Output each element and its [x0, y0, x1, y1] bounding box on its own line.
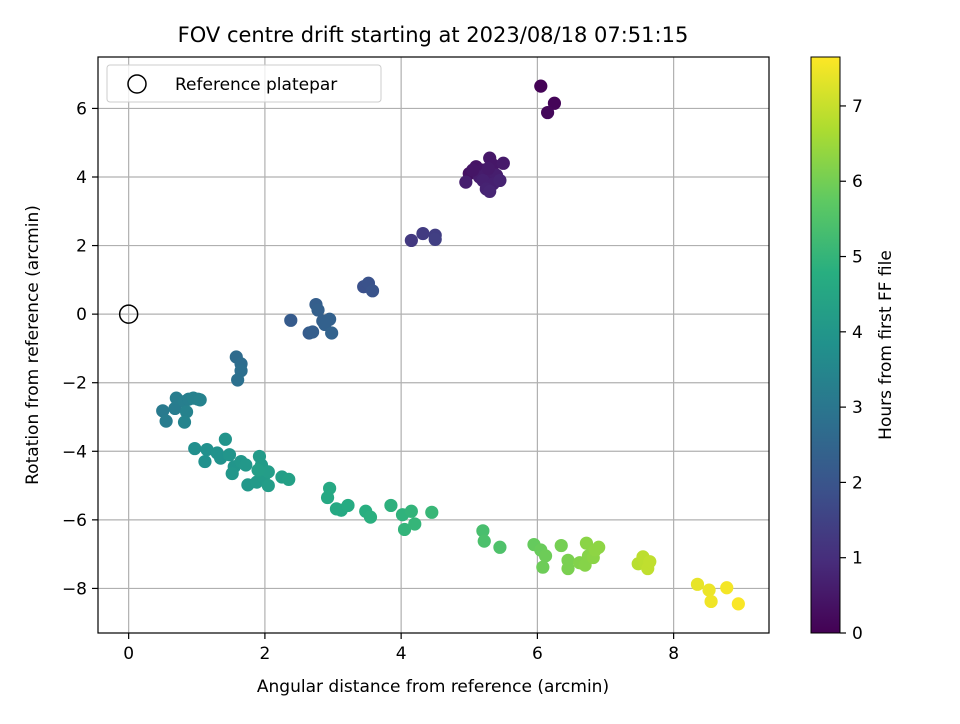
data-point — [534, 79, 548, 93]
colorbar-tick-label: 6 — [852, 172, 863, 192]
data-point — [425, 505, 439, 519]
data-point — [428, 232, 442, 246]
colorbar-tick-label: 3 — [852, 398, 863, 418]
x-tick-label: 6 — [532, 644, 543, 664]
data-point — [284, 313, 298, 327]
data-point — [188, 441, 202, 456]
data-point — [690, 577, 705, 591]
colorbar-tick-label: 4 — [852, 323, 863, 343]
data-point — [311, 303, 325, 317]
data-point — [547, 96, 562, 110]
data-points — [156, 79, 745, 611]
data-point — [483, 184, 497, 198]
legend-marker-icon — [127, 74, 147, 94]
data-point — [305, 325, 320, 339]
y-tick-label: 4 — [76, 168, 87, 188]
data-point — [466, 163, 480, 177]
data-point — [592, 540, 606, 554]
data-point — [416, 226, 430, 241]
x-tick-label: 2 — [259, 644, 270, 664]
x-tick-label: 0 — [123, 644, 134, 664]
data-point — [643, 555, 657, 569]
colorbar-tick-label: 7 — [852, 97, 863, 117]
colorbar-ticks: 0 1 2 3 4 5 6 7 — [840, 97, 863, 644]
colorbar-tick-label: 1 — [852, 549, 863, 569]
data-point — [404, 233, 418, 248]
data-point — [536, 560, 550, 574]
data-point — [404, 504, 418, 518]
data-point — [538, 549, 553, 563]
data-point — [459, 175, 473, 189]
data-point — [541, 105, 555, 120]
data-point — [261, 465, 275, 479]
colorbar-tick-label: 0 — [852, 624, 863, 644]
data-point — [225, 466, 239, 481]
data-point — [702, 583, 716, 597]
data-point — [168, 401, 182, 416]
data-point — [218, 432, 232, 446]
colorbar-label: Hours from first FF file — [876, 250, 896, 440]
data-point — [476, 524, 490, 538]
data-point — [177, 415, 192, 429]
x-axis-ticks: 0 2 4 6 8 — [123, 633, 679, 664]
colorbar — [810, 56, 841, 634]
y-tick-label: −4 — [62, 442, 87, 462]
x-tick-label: 8 — [668, 644, 679, 664]
data-point — [325, 326, 339, 340]
data-point — [704, 594, 718, 609]
y-tick-label: 2 — [76, 237, 87, 257]
data-point — [179, 405, 194, 419]
data-point — [561, 561, 575, 576]
y-tick-label: −8 — [62, 579, 87, 599]
y-tick-label: 0 — [76, 305, 87, 325]
colorbar-tick-label: 2 — [852, 473, 863, 493]
data-point — [720, 581, 734, 595]
data-point — [156, 404, 170, 418]
legend-entry-label: Reference platepar — [175, 75, 337, 95]
reference-point-marker — [118, 304, 139, 324]
chart-title: FOV centre drift starting at 2023/08/18 … — [178, 23, 689, 47]
data-point — [239, 458, 253, 472]
legend-box — [106, 64, 382, 103]
legend: Reference platepar — [106, 64, 382, 103]
data-point — [384, 498, 398, 513]
data-point — [222, 448, 237, 462]
data-point — [261, 478, 275, 493]
y-axis-ticks: −8 −6 −4 −2 0 2 4 6 — [62, 99, 98, 599]
data-point — [365, 284, 380, 298]
x-axis-label: Angular distance from reference (arcmin) — [257, 677, 609, 697]
data-point — [477, 534, 491, 548]
data-point — [493, 540, 507, 554]
data-point — [323, 481, 337, 495]
data-point — [731, 597, 745, 611]
grid — [98, 57, 769, 633]
data-point — [282, 472, 296, 486]
data-point — [408, 517, 422, 531]
x-tick-label: 4 — [396, 644, 407, 664]
data-point — [251, 463, 265, 477]
data-point — [496, 156, 510, 170]
colorbar-tick-label: 5 — [852, 248, 863, 268]
y-tick-label: 6 — [76, 99, 87, 119]
data-point — [159, 414, 173, 428]
data-point — [193, 393, 207, 407]
plot-frame — [97, 56, 770, 634]
data-point — [397, 522, 412, 537]
data-point — [198, 454, 212, 469]
data-point — [200, 442, 214, 457]
data-point — [481, 161, 495, 176]
data-point — [231, 373, 245, 387]
data-point — [493, 173, 507, 188]
data-point — [363, 510, 378, 524]
y-axis-label: Rotation from reference (arcmin) — [23, 205, 43, 485]
y-tick-label: −2 — [62, 374, 87, 394]
data-point — [341, 498, 355, 513]
data-point — [554, 538, 568, 553]
y-tick-label: −6 — [62, 511, 87, 531]
